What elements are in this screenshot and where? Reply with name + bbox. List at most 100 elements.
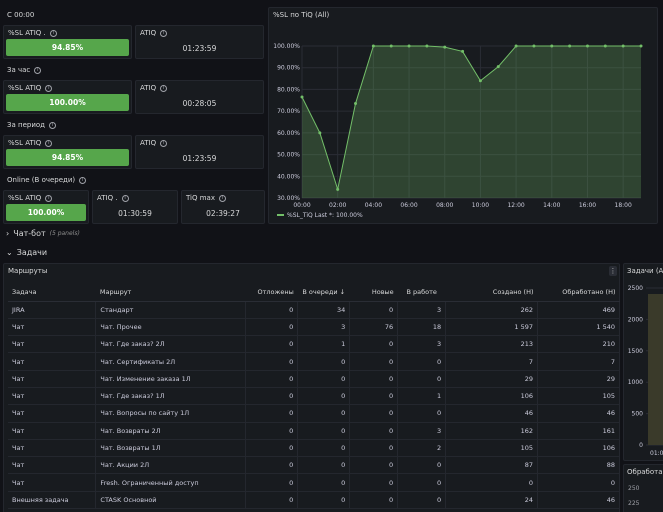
- table-cell: 3: [397, 301, 447, 319]
- table-cell: 0: [349, 352, 399, 371]
- table-cell: 46: [537, 404, 620, 423]
- label-since-midnight: С 00:00: [7, 11, 35, 19]
- table-row[interactable]: Чат Чат. Прочее 0 3 76 18 1 597 1 540: [8, 318, 620, 337]
- col-created[interactable]: Создано (Н): [445, 284, 538, 302]
- info-icon[interactable]: i: [160, 139, 168, 147]
- stat-sl-atiq-since-midnight[interactable]: %SL ATIQ .i 94.85%: [3, 25, 132, 59]
- y-tick-label: 30.00%: [277, 195, 300, 202]
- info-icon[interactable]: i: [34, 66, 42, 74]
- table-cell: 0: [397, 370, 447, 388]
- table-cell: Чат: [8, 335, 97, 354]
- table-cell: 105: [537, 387, 620, 406]
- col-processed[interactable]: Обработано (Н): [537, 284, 620, 302]
- col-new[interactable]: Новые: [349, 284, 398, 302]
- table-cell: Чат: [8, 404, 97, 423]
- table-row[interactable]: Чат Чат. Где заказ? 1Л 0 0 0 1 106 105: [8, 387, 620, 406]
- table-cell: 0: [245, 352, 299, 371]
- table-cell: 7: [537, 352, 620, 371]
- y-tick-label: 100.00%: [273, 43, 300, 50]
- stat-atiq-since-midnight[interactable]: ATIQ i 01:23:59: [135, 25, 264, 59]
- table-row[interactable]: Чат Чат. Где заказ? 2Л 0 1 0 3 213 210: [8, 335, 620, 354]
- table-row[interactable]: Чат Чат. Сертификаты 2Л 0 0 0 0 7 7: [8, 352, 620, 371]
- panel-menu-icon[interactable]: ⋮: [609, 266, 617, 276]
- table-cell: Fresh. Ограниченный доступ: [95, 473, 247, 492]
- tasks-chart-panel[interactable]: Задачи (All 2500 2000 1500 1000 500 0 01:0: [623, 263, 663, 461]
- y-tick-label: 1000: [628, 379, 643, 386]
- stat-online-tiq-max[interactable]: TiQ max i 02:39:27: [181, 190, 265, 224]
- y-tick-label: 500: [632, 411, 644, 418]
- table-cell: 46: [537, 491, 620, 510]
- table-cell: 1: [297, 335, 351, 354]
- stat-value: 01:23:59: [182, 154, 217, 163]
- table-cell: Чат. Акции 2Л: [95, 456, 247, 475]
- table-cell: 0: [297, 404, 351, 423]
- info-icon[interactable]: i: [45, 84, 53, 92]
- table-row[interactable]: Чат Чат. Возвраты 2Л 0 0 0 3 162 161: [8, 422, 620, 440]
- stat-title: ATIQ: [140, 84, 157, 92]
- table-cell: 106: [537, 439, 620, 458]
- table-row[interactable]: Чат Чат. Вопросы по сайту 1Л 0 0 0 0 46 46: [8, 404, 620, 423]
- row-tasks[interactable]: ⌄ Задачи: [6, 248, 47, 257]
- row-chat-bot[interactable]: › Чат-бот (5 panels): [6, 229, 80, 238]
- col-postponed[interactable]: Отложены: [245, 284, 298, 302]
- label-online: Online (В очереди) i: [7, 176, 87, 184]
- processed-panel[interactable]: Обработано 250 225: [623, 464, 663, 512]
- processed-tick-225: 225: [628, 500, 640, 507]
- table-cell: 76: [349, 318, 399, 337]
- chart-panel-sl-tiq[interactable]: %SL по TiQ (All) 100.00% 90.00% 80.00% 70.0…: [268, 7, 658, 224]
- col-task[interactable]: Задача: [8, 284, 96, 302]
- data-point: [318, 131, 322, 135]
- col-in-progress[interactable]: В работе: [397, 284, 446, 302]
- stat-value: 94.85%: [6, 149, 129, 166]
- routes-panel[interactable]: Маршруты ⋮ Задача Маршрут Отложены В оче…: [3, 263, 620, 512]
- table-cell: 0: [537, 473, 620, 492]
- stat-value: 01:30:59: [118, 209, 152, 218]
- stat-value: 01:23:59: [182, 44, 217, 53]
- table-cell: 262: [445, 301, 538, 319]
- info-icon[interactable]: i: [45, 139, 53, 147]
- table-cell: 0: [349, 473, 399, 492]
- stat-atiq-period[interactable]: ATIQ i 01:23:59: [135, 135, 264, 169]
- table-row[interactable]: Чат Fresh. Ограниченный доступ 0 0 0 0 0 0: [8, 473, 620, 492]
- stat-sl-atiq-period[interactable]: %SL ATIQ i 94.85%: [3, 135, 132, 169]
- routes-table: Задача Маршрут Отложены В очереди ↓ Новы…: [8, 284, 620, 510]
- legend-text: %SL_TiQ Last *: 100.00%: [287, 212, 363, 219]
- row-note: (5 panels): [49, 230, 80, 237]
- info-icon[interactable]: i: [49, 29, 57, 37]
- info-icon[interactable]: i: [49, 121, 57, 129]
- info-icon[interactable]: i: [160, 84, 168, 92]
- chevron-right-icon: ›: [6, 229, 10, 238]
- table-cell: 0: [349, 335, 399, 354]
- table-row[interactable]: Чат Чат. Возвраты 1Л 0 0 0 2 105 106: [8, 439, 620, 458]
- table-cell: 0: [245, 301, 299, 319]
- stat-value: 100.00%: [6, 204, 86, 221]
- y-tick-label: 80.00%: [277, 86, 300, 93]
- label-last-hour: За час i: [7, 66, 42, 74]
- info-icon[interactable]: i: [219, 194, 226, 202]
- data-point: [550, 44, 554, 48]
- table-cell: 0: [245, 491, 299, 510]
- stat-online-atiq[interactable]: ATIQ .i 01:30:59: [92, 190, 178, 224]
- table-row[interactable]: Чат Чат. Акции 2Л 0 0 0 0 87 88: [8, 456, 620, 475]
- table-cell: Чат. Возвраты 2Л: [95, 422, 247, 440]
- info-icon[interactable]: i: [160, 29, 168, 37]
- table-row[interactable]: Чат Чат. Изменение заказа 1Л 0 0 0 0 29 29: [8, 370, 620, 388]
- stat-sl-atiq-last-hour[interactable]: %SL ATIQ i 100.00%: [3, 80, 132, 114]
- stat-online-sl-atiq[interactable]: %SL ATIQ i 100.00%: [3, 190, 89, 224]
- x-tick-label: 18:00: [615, 202, 632, 209]
- info-icon[interactable]: i: [45, 194, 53, 202]
- table-row[interactable]: Внешняя задача CTASK Основной 0 0 0 0 24 46: [8, 491, 620, 510]
- col-in-queue[interactable]: В очереди ↓: [297, 284, 350, 302]
- table-row[interactable]: JIRA Стандарт 0 34 0 3 262 469: [8, 301, 620, 319]
- table-cell: 0: [349, 439, 399, 458]
- stat-atiq-last-hour[interactable]: ATIQ i 00:28:05: [135, 80, 264, 114]
- info-icon[interactable]: i: [121, 194, 129, 202]
- col-route[interactable]: Маршрут: [95, 284, 246, 302]
- table-cell: 0: [245, 456, 299, 475]
- stat-title: TiQ max: [186, 194, 215, 202]
- table-cell: 3: [397, 422, 447, 440]
- info-icon[interactable]: i: [79, 176, 87, 184]
- table-cell: 161: [537, 422, 620, 440]
- tasks-chart: 2500 2000 1500 1000 500 0 01:0: [628, 285, 663, 457]
- stat-title: ATIQ .: [97, 194, 118, 202]
